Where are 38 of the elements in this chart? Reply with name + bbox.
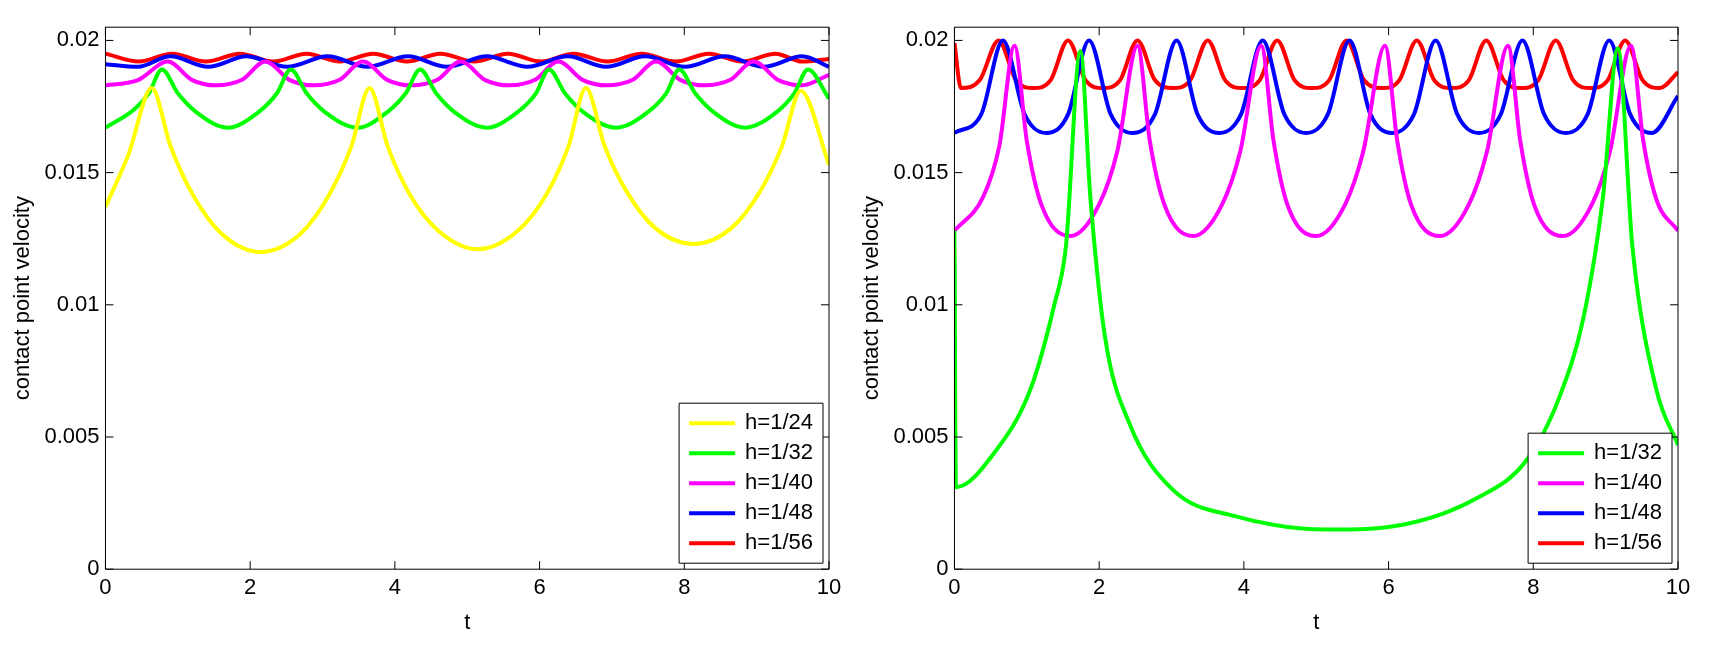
y-tick-label: 0.02 xyxy=(905,26,949,52)
y-tick-label: 0.015 xyxy=(893,158,949,184)
y-tick-label: 0.015 xyxy=(44,158,100,184)
y-tick-label: 0 xyxy=(936,555,949,581)
legend-label: h=1/56 xyxy=(745,529,813,555)
x-tick-label: 2 xyxy=(1093,574,1106,600)
legend-label: h=1/32 xyxy=(745,439,813,465)
line-series xyxy=(105,86,829,254)
x-axis-title: t xyxy=(464,608,471,634)
y-axis-title: contact point velocity xyxy=(9,196,35,401)
legend-label: h=1/24 xyxy=(745,409,813,435)
y-tick-label: 0.01 xyxy=(905,290,949,316)
line-series xyxy=(954,43,1678,239)
legend-label: h=1/40 xyxy=(745,469,813,495)
legend-label: h=1/32 xyxy=(1594,439,1662,465)
x-tick-label: 6 xyxy=(1382,574,1395,600)
legend-label: h=1/48 xyxy=(1594,499,1662,525)
legend-label: h=1/56 xyxy=(1594,529,1662,555)
y-tick-label: 0.01 xyxy=(56,290,100,316)
x-tick-label: 8 xyxy=(678,574,691,600)
x-tick-label: 2 xyxy=(244,574,257,600)
x-tick-label: 6 xyxy=(533,574,546,600)
y-tick-label: 0.005 xyxy=(44,423,100,449)
legend-label: h=1/48 xyxy=(745,499,813,525)
x-tick-label: 10 xyxy=(1665,574,1691,600)
line-series xyxy=(105,67,829,130)
y-tick-label: 0 xyxy=(87,555,100,581)
line-series xyxy=(105,59,829,88)
y-tick-label: 0.005 xyxy=(893,423,949,449)
x-tick-label: 4 xyxy=(388,574,401,600)
x-axis-title: t xyxy=(1313,608,1320,634)
legend-label: h=1/40 xyxy=(1594,469,1662,495)
x-tick-label: 4 xyxy=(1237,574,1250,600)
x-tick-label: 10 xyxy=(816,574,842,600)
line-series xyxy=(954,46,1678,532)
x-tick-label: 8 xyxy=(1527,574,1540,600)
y-tick-label: 0.02 xyxy=(56,26,100,52)
y-axis-title: contact point velocity xyxy=(858,196,884,401)
